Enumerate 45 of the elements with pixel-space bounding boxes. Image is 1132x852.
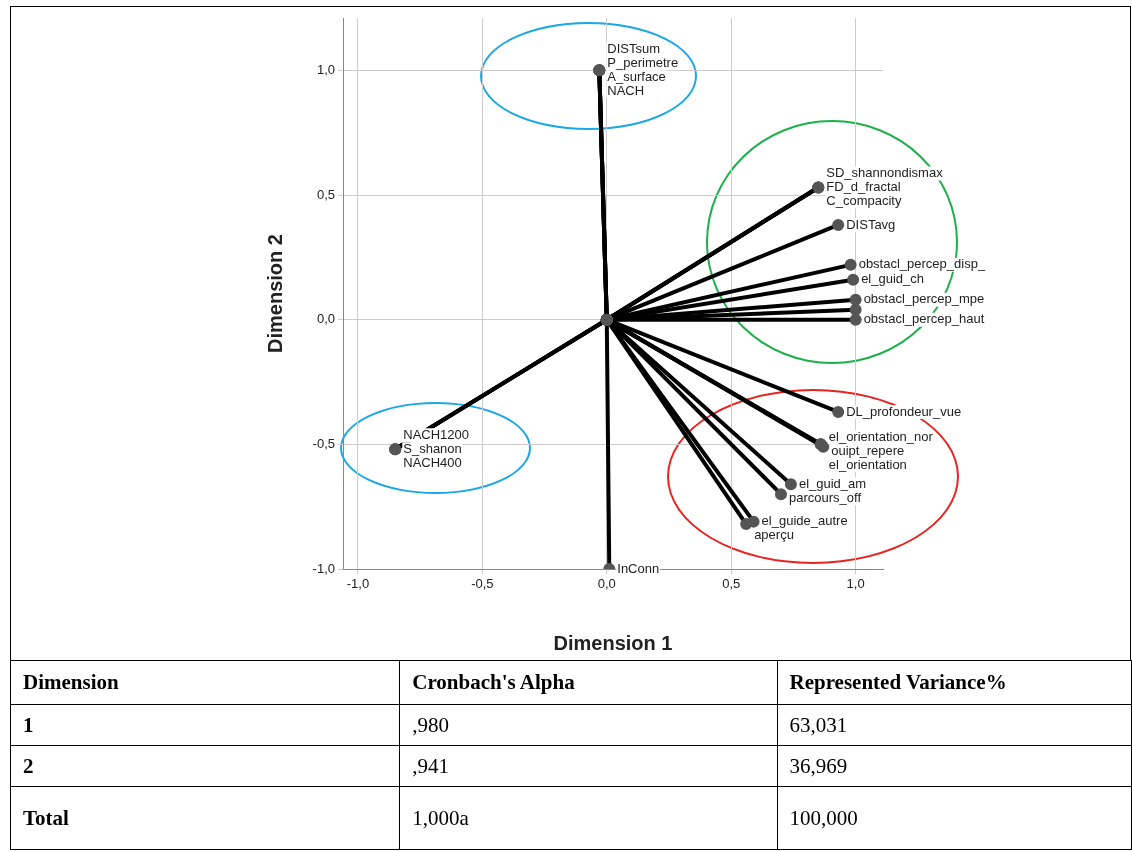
series-label: SD_shannondismax	[826, 165, 944, 181]
y-tick-label: 1,0	[316, 61, 335, 77]
series-label: aperçu	[754, 527, 794, 543]
x-tick-label: -1,0	[346, 576, 370, 592]
x-tick-label: 0,0	[597, 576, 616, 592]
series-label: NACH	[607, 82, 645, 98]
text: Dimension	[10, 660, 400, 705]
series-label: el_guide_autre	[761, 513, 848, 529]
x-tick-label: -0,5	[471, 576, 494, 592]
series-label: el_orientation_nor	[828, 428, 934, 444]
series-label: ouipt_repere	[831, 442, 905, 458]
text: 36,969	[777, 745, 1132, 787]
x-tick-label: 0,5	[722, 576, 741, 592]
series-label: FD_d_fractal	[826, 179, 901, 195]
text: ,941	[399, 745, 778, 787]
text: 1	[10, 704, 400, 746]
series-label: P_perimetre	[607, 54, 679, 70]
series-label: DISTsum	[607, 40, 661, 56]
series-label: el_guid_ch	[861, 271, 925, 287]
series-label: DISTavg	[846, 216, 896, 232]
text: ,980	[399, 704, 778, 746]
y-tick-label: 0,0	[316, 311, 335, 327]
x-axis-title: Dimension 1	[553, 631, 673, 654]
series-label: NACH1200	[403, 426, 470, 442]
text: Represented Variance%	[777, 660, 1132, 705]
text: Cronbach's Alpha	[399, 660, 778, 705]
y-tick-label: -1,0	[312, 560, 335, 576]
series-label: NACH400	[403, 454, 462, 470]
text: 100,000	[777, 786, 1132, 850]
text: 1,000a	[399, 786, 778, 850]
y-tick-label: -0,5	[312, 435, 335, 451]
series-label: DL_profondeur_vue	[846, 403, 962, 419]
text: Total	[10, 786, 400, 850]
series-label: S_shanon	[403, 440, 462, 456]
text: 2	[10, 745, 400, 787]
text: 63,031	[777, 704, 1132, 746]
series-label: obstacl_percep_mpe	[863, 291, 985, 307]
y-axis-title: Dimension 2	[263, 234, 286, 353]
y-tick-label: 0,5	[316, 186, 335, 202]
series-label: el_guid_am	[798, 475, 867, 491]
series-label: obstacl_percep_haut	[863, 311, 985, 327]
x-tick-label: 1,0	[846, 576, 865, 592]
series-label: InConn	[617, 560, 660, 576]
series-label: obstacl_percep_disp_	[858, 256, 986, 272]
series-label: C_compacity	[826, 193, 902, 209]
